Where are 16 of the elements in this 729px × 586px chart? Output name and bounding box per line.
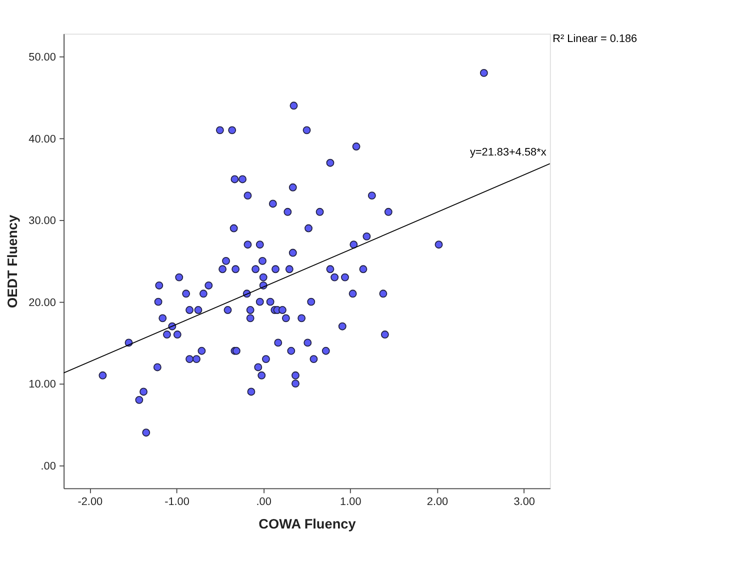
x-tick-label: .00 [256,496,272,508]
y-tick-label: 20.00 [28,296,56,309]
x-tick-label: 1.00 [340,496,362,508]
y-tick-label: 10.00 [28,378,56,391]
y-axis-title: OEDT Fluency [4,214,20,308]
x-tick-label: 2.00 [426,496,448,508]
y-tick-label: 30.00 [28,215,56,228]
y-tick-label: 40.00 [28,133,56,146]
x-tick-label: 3.00 [514,496,535,508]
text: R² Linear = 0.186 [552,32,638,45]
y-tick-label: .00 [40,460,56,472]
annotation: y=21.83+4.58*x [470,146,547,159]
x-tick-label: -1.00 [164,496,190,508]
x-tick-label: -2.00 [78,496,103,508]
y-tick-label: 50.00 [28,52,56,64]
x-axis-title: COWA Fluency [258,516,356,532]
